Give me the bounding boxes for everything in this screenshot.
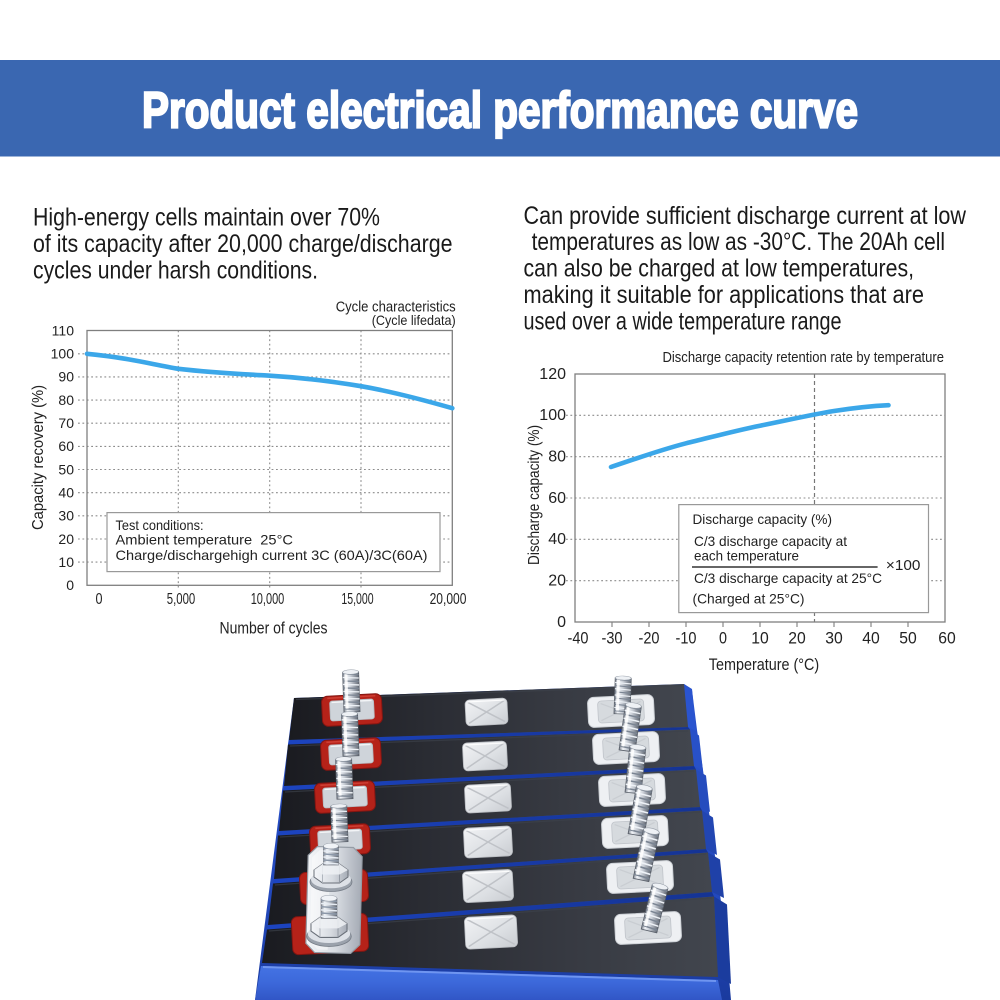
svg-text:Temperature (°C): Temperature (°C) <box>709 656 819 674</box>
svg-text:20: 20 <box>548 573 566 590</box>
svg-text:70: 70 <box>58 415 74 431</box>
svg-text:30: 30 <box>58 508 74 524</box>
svg-text:10: 10 <box>751 630 769 648</box>
svg-text:×100: ×100 <box>886 557 921 574</box>
svg-text:Can provide sufficient dischar: Can provide sufficient discharge current… <box>524 202 967 230</box>
svg-text:Capacity recovery (%): Capacity recovery (%) <box>30 385 47 530</box>
svg-text:40: 40 <box>862 630 880 648</box>
svg-text:Discharge capacity retention r: Discharge capacity retention rate by tem… <box>663 349 945 366</box>
svg-text:100: 100 <box>539 407 566 424</box>
svg-text:(Cycle lifedata): (Cycle lifedata) <box>372 312 456 328</box>
svg-text:20: 20 <box>788 630 806 648</box>
svg-text:Ambient temperature 25°C: Ambient temperature 25°C <box>116 532 294 548</box>
svg-text:50: 50 <box>899 630 917 648</box>
svg-text:making it suitable for applica: making it suitable for applications that… <box>524 281 925 309</box>
svg-text:90: 90 <box>58 369 74 385</box>
svg-text:each temperature: each temperature <box>694 547 799 563</box>
svg-text:5,000: 5,000 <box>167 591 196 608</box>
svg-text:-30: -30 <box>602 630 623 648</box>
svg-text:cycles under harsh conditions.: cycles under harsh conditions. <box>33 257 318 285</box>
svg-text:80: 80 <box>58 392 74 408</box>
svg-text:60: 60 <box>938 630 956 648</box>
svg-text:Test conditions:: Test conditions: <box>116 517 204 533</box>
svg-text:50: 50 <box>58 461 74 477</box>
svg-text:20,000: 20,000 <box>430 591 467 608</box>
svg-text:Discharge capacity (%): Discharge capacity (%) <box>693 511 833 527</box>
svg-text:110: 110 <box>52 322 75 338</box>
svg-text:20: 20 <box>58 531 74 547</box>
svg-text:-10: -10 <box>676 630 697 648</box>
svg-text:temperatures as low as -30°C.: temperatures as low as -30°C. The 20Ah c… <box>532 228 945 256</box>
svg-text:15,000: 15,000 <box>341 591 373 608</box>
svg-text:100: 100 <box>51 346 75 362</box>
svg-text:C/3 discharge capacity at 25°C: C/3 discharge capacity at 25°C <box>694 570 882 586</box>
svg-text:-40: -40 <box>568 630 589 648</box>
svg-text:10: 10 <box>58 554 74 570</box>
svg-text:0: 0 <box>557 614 566 631</box>
svg-text:can also be charged at low tem: can also be charged at low temperatures, <box>524 255 915 283</box>
svg-text:Discharge capacity (%): Discharge capacity (%) <box>526 425 543 565</box>
svg-text:0: 0 <box>96 591 103 608</box>
svg-text:-20: -20 <box>639 630 660 648</box>
svg-text:60: 60 <box>58 438 74 454</box>
svg-text:80: 80 <box>548 448 566 465</box>
svg-text:Product electrical performance: Product electrical performance curve <box>142 82 858 139</box>
svg-text:C/3 discharge capacity at: C/3 discharge capacity at <box>694 533 847 549</box>
svg-text:10,000: 10,000 <box>251 591 285 608</box>
svg-text:120: 120 <box>539 366 566 383</box>
svg-text:of its capacity after 20,000 c: of its capacity after 20,000 charge/disc… <box>33 230 453 258</box>
svg-text:0: 0 <box>719 630 727 648</box>
svg-text:Charge/dischargehigh current 3: Charge/dischargehigh current 3C (60A)/3C… <box>116 547 428 563</box>
svg-text:Number of cycles: Number of cycles <box>220 620 328 638</box>
svg-text:Cycle characteristics: Cycle characteristics <box>336 300 456 316</box>
svg-text:High-energy cells maintain ove: High-energy cells maintain over 70% <box>33 204 380 232</box>
svg-text:(Charged at 25°C): (Charged at 25°C) <box>693 591 805 607</box>
svg-text:40: 40 <box>548 531 566 548</box>
svg-text:used over a wide temperature r: used over a wide temperature range <box>524 308 842 336</box>
svg-text:60: 60 <box>548 490 566 507</box>
svg-text:40: 40 <box>58 485 74 501</box>
svg-text:30: 30 <box>825 630 843 648</box>
svg-text:0: 0 <box>66 577 74 593</box>
